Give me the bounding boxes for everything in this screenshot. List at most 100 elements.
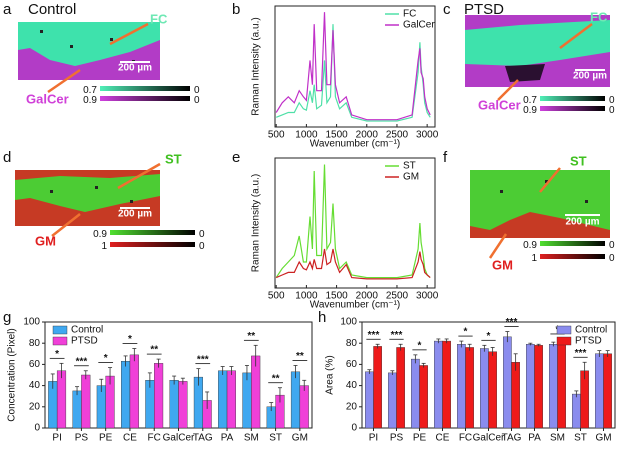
arrow <box>109 22 149 46</box>
x-tick-label: TAG <box>502 433 522 444</box>
colorbar-min: 0 <box>199 241 205 252</box>
bar <box>218 370 228 429</box>
legend-label: FC <box>403 9 416 20</box>
plot-frame <box>274 157 436 289</box>
x-tick-label: 2000 <box>356 130 379 141</box>
legend-swatch <box>556 325 572 335</box>
x-tick-label: GalCer <box>163 433 195 444</box>
arrow <box>539 167 561 193</box>
legend-swatch <box>52 336 68 346</box>
scale-bar-label: 200 µm <box>573 71 607 82</box>
x-tick-label: 2000 <box>356 291 379 302</box>
bar <box>511 362 520 429</box>
colorbar-max: 0.9 <box>83 95 97 106</box>
x-tick-label: PA <box>528 433 541 444</box>
y-tick-label: 20 <box>346 401 358 412</box>
panel-label: d <box>3 149 11 166</box>
bar <box>419 365 428 429</box>
significance-label: ** <box>247 331 255 342</box>
x-tick-label: CE <box>436 433 450 444</box>
significance-label: * <box>55 349 59 360</box>
colorbar-max: 0.7 <box>83 85 97 96</box>
spectrum-line <box>275 24 431 122</box>
significance-label: * <box>418 341 422 352</box>
y-tick-label: 100 <box>340 317 357 328</box>
scale-bar-label: 200 µm <box>118 63 152 74</box>
significance-label: *** <box>506 317 518 328</box>
significance-label: *** <box>197 354 209 365</box>
legend-label: Control <box>575 325 607 336</box>
x-tick-label: PE <box>99 433 113 444</box>
map-title: Control <box>28 1 76 18</box>
x-tick-label: 3000 <box>416 130 439 141</box>
colorbar-max: 1 <box>101 241 107 252</box>
x-tick-label: SM <box>244 433 259 444</box>
bar <box>154 363 164 429</box>
y-tick-label: 60 <box>29 359 41 370</box>
x-tick-label: PA <box>221 433 234 444</box>
colorbar-max: 0.9 <box>93 229 107 240</box>
panel-label: b <box>232 1 240 18</box>
bar <box>388 372 397 429</box>
bar <box>242 372 252 429</box>
y-tick-label: 100 <box>23 317 40 328</box>
legend-label: PTSD <box>71 336 98 347</box>
panel-label: h <box>318 309 326 326</box>
map-title: PTSD <box>464 1 504 18</box>
x-tick-label: PE <box>413 433 427 444</box>
bar <box>549 344 558 429</box>
panel-label: a <box>3 1 12 18</box>
spectrum-line <box>275 164 431 279</box>
legend-label: ST <box>403 161 416 172</box>
bar <box>81 374 91 429</box>
spectrum-line <box>275 12 431 121</box>
bar <box>226 370 236 429</box>
bar <box>56 370 67 429</box>
arrow-label: GalCer <box>478 97 521 112</box>
arrow <box>497 79 519 101</box>
panel-label: f <box>443 149 448 166</box>
bar <box>178 381 188 429</box>
significance-label: ** <box>296 351 304 362</box>
colorbar-min: 0 <box>194 95 200 106</box>
map-image-f <box>470 170 610 238</box>
x-tick-label: 500 <box>268 291 285 302</box>
arrow-label: FC <box>150 11 168 26</box>
arrow-label: ST <box>570 153 587 168</box>
panel-label: g <box>3 309 11 326</box>
bar <box>442 340 451 429</box>
bar <box>365 371 374 429</box>
x-axis-label: Wavenumber (cm⁻¹) <box>310 139 400 150</box>
plot-frame <box>274 5 436 128</box>
significance-label: *** <box>391 330 403 341</box>
bar <box>557 340 566 429</box>
y-axis-label: Area (%) <box>325 355 336 394</box>
y-tick-label: 40 <box>346 380 358 391</box>
significance-label: * <box>464 327 468 338</box>
legend-label: GalCer <box>403 20 435 31</box>
x-tick-label: SM <box>550 433 565 444</box>
x-tick-label: CE <box>123 433 137 444</box>
bar <box>480 348 489 429</box>
map-image-d <box>15 170 160 226</box>
y-tick-label: 20 <box>29 401 41 412</box>
x-tick-label: 1000 <box>295 291 318 302</box>
bar <box>465 347 474 429</box>
bar <box>169 380 179 429</box>
bar <box>121 361 131 429</box>
x-tick-label: PS <box>75 433 89 444</box>
x-tick-label: ST <box>269 433 282 444</box>
scale-bar-label: 200 µm <box>118 209 152 220</box>
y-axis-label: Raman Intensity (a.u.) <box>251 174 262 272</box>
panel-label: c <box>443 1 451 18</box>
bar <box>72 390 82 429</box>
bar <box>373 346 382 429</box>
bar <box>251 355 261 429</box>
arrow-label: GM <box>492 257 513 272</box>
significance-label: ** <box>150 345 158 356</box>
y-tick-label: 80 <box>29 338 41 349</box>
y-tick-label: 60 <box>346 359 358 370</box>
x-tick-label: PI <box>369 433 378 444</box>
significance-label: *** <box>368 330 380 341</box>
